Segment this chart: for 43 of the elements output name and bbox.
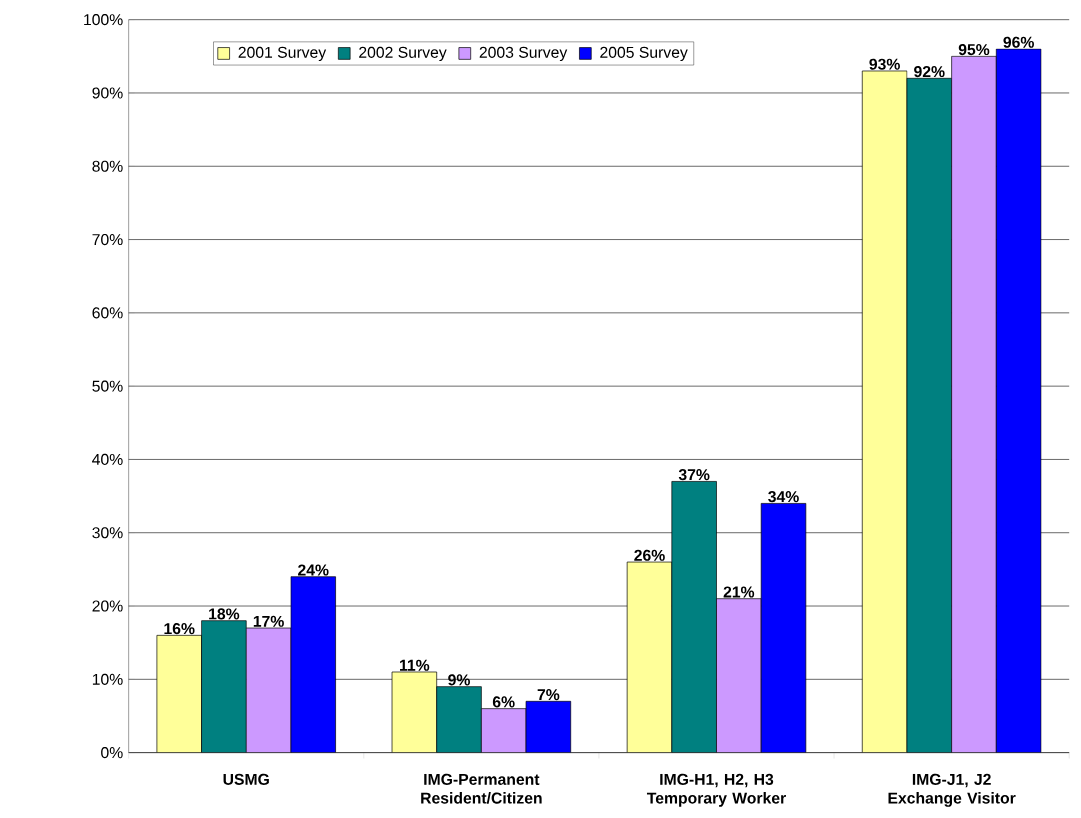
data-label: 21% xyxy=(723,586,755,598)
data-label: 93% xyxy=(869,58,900,71)
data-label: 26% xyxy=(634,549,665,562)
bar xyxy=(201,620,247,753)
data-label: 24% xyxy=(298,564,329,576)
data-label: 92% xyxy=(914,66,945,78)
y-tick-label: 20% xyxy=(92,600,123,612)
legend-label: 2003 Survey xyxy=(479,47,568,62)
y-tick-label: 100% xyxy=(84,14,123,26)
data-label: 34% xyxy=(768,491,799,503)
y-tick-label: 50% xyxy=(92,380,123,392)
x-tick-label: IMG-H1, H2, H3 Temporary Worker xyxy=(646,774,786,807)
x-tick-label: IMG-Permanent Resident/Citizen xyxy=(421,774,542,805)
y-tick-label: 10% xyxy=(92,673,123,686)
data-label: 16% xyxy=(164,623,195,635)
data-label: 95% xyxy=(958,44,990,56)
legend-label: 2002 Survey xyxy=(359,47,447,62)
bar xyxy=(671,481,717,753)
data-label: 9% xyxy=(448,674,470,686)
bar xyxy=(906,78,952,753)
data-label: 37% xyxy=(678,469,710,481)
y-tick-label: 30% xyxy=(92,527,123,539)
data-label: 17% xyxy=(253,615,284,628)
y-tick-label: 40% xyxy=(92,454,123,466)
y-tick-label: 80% xyxy=(92,160,123,173)
data-label: 96% xyxy=(1003,36,1034,49)
legend-label: 2001 Survey xyxy=(238,47,327,62)
y-tick-label: 0% xyxy=(101,747,123,759)
data-label: 7% xyxy=(537,689,560,701)
legend-label: 2005 Survey xyxy=(600,47,688,62)
x-tick-label: USMG xyxy=(223,774,269,786)
data-label: 18% xyxy=(209,608,240,620)
data-label: 11% xyxy=(400,659,430,672)
x-tick-label: IMG-J1, J2 Exchange Visitor xyxy=(888,774,1016,808)
bar xyxy=(716,598,762,753)
data-label: 6% xyxy=(492,696,515,708)
bar xyxy=(436,686,482,753)
y-tick-label: 90% xyxy=(92,87,123,99)
y-tick-label: 70% xyxy=(92,234,123,246)
bar xyxy=(951,56,997,753)
bar xyxy=(245,627,292,753)
bar xyxy=(481,708,527,753)
y-tick-label: 60% xyxy=(92,307,123,319)
